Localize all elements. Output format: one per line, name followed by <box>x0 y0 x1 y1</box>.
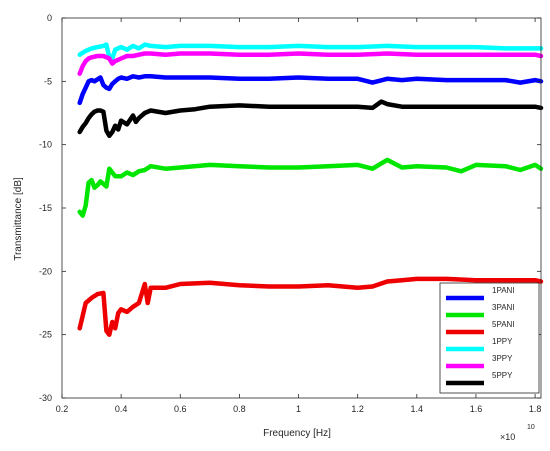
series-line-1pani <box>77 74 544 106</box>
legend-label-1ppy: 1PPY <box>492 337 513 346</box>
y-tick-label: -30 <box>39 393 52 403</box>
x-tick-label: 1.2 <box>351 404 364 414</box>
series-line-3ppy <box>77 51 544 76</box>
series-line-3pani <box>77 157 544 218</box>
y-tick-label: -5 <box>44 76 52 86</box>
legend-label-5ppy: 5PPY <box>492 371 513 380</box>
x-tick-label: 1.8 <box>529 404 542 414</box>
x-tick-label: 1.4 <box>411 404 424 414</box>
x-tick-label: 0.2 <box>56 404 69 414</box>
x-tick-label: 1 <box>296 404 301 414</box>
x-tick-label: 0.6 <box>174 404 187 414</box>
legend-label-1pani: 1PANI <box>492 286 515 295</box>
series-line-1ppy <box>77 42 544 61</box>
legend: 1PANI 3PANI 5PANI 1PPY 3PPY 5PPY <box>439 282 540 394</box>
legend-label-5pani: 5PANI <box>492 320 515 329</box>
y-axis-label: Transmittance [dB] <box>13 177 24 261</box>
y-tick-label: -10 <box>39 140 52 150</box>
series-line-5ppy <box>77 99 544 139</box>
ticks-layer: 0.2 0.4 0.6 0.8 1 1.2 1.4 1.6 1.8 0 -5 -10 -15 -20 -25… <box>39 13 541 414</box>
x-tick-label: 0.4 <box>115 404 128 414</box>
y-tick-label: -25 <box>39 330 52 340</box>
series-layer <box>77 42 544 337</box>
x-tick-label: 0.8 <box>233 404 246 414</box>
legend-box <box>439 282 540 394</box>
x-axis-label: Frequency [Hz] <box>263 428 331 439</box>
series-line-5pani <box>77 276 544 337</box>
x-tick-label: 1.6 <box>470 404 483 414</box>
y-tick-label: -20 <box>39 266 52 276</box>
x-exponent-power: 10 <box>527 424 535 431</box>
y-tick-label: 0 <box>47 13 52 23</box>
legend-label-3pani: 3PANI <box>492 303 515 312</box>
y-tick-label: -15 <box>39 203 52 213</box>
x-exponent-label: ×10 <box>500 432 515 442</box>
legend-label-3ppy: 3PPY <box>492 354 513 363</box>
